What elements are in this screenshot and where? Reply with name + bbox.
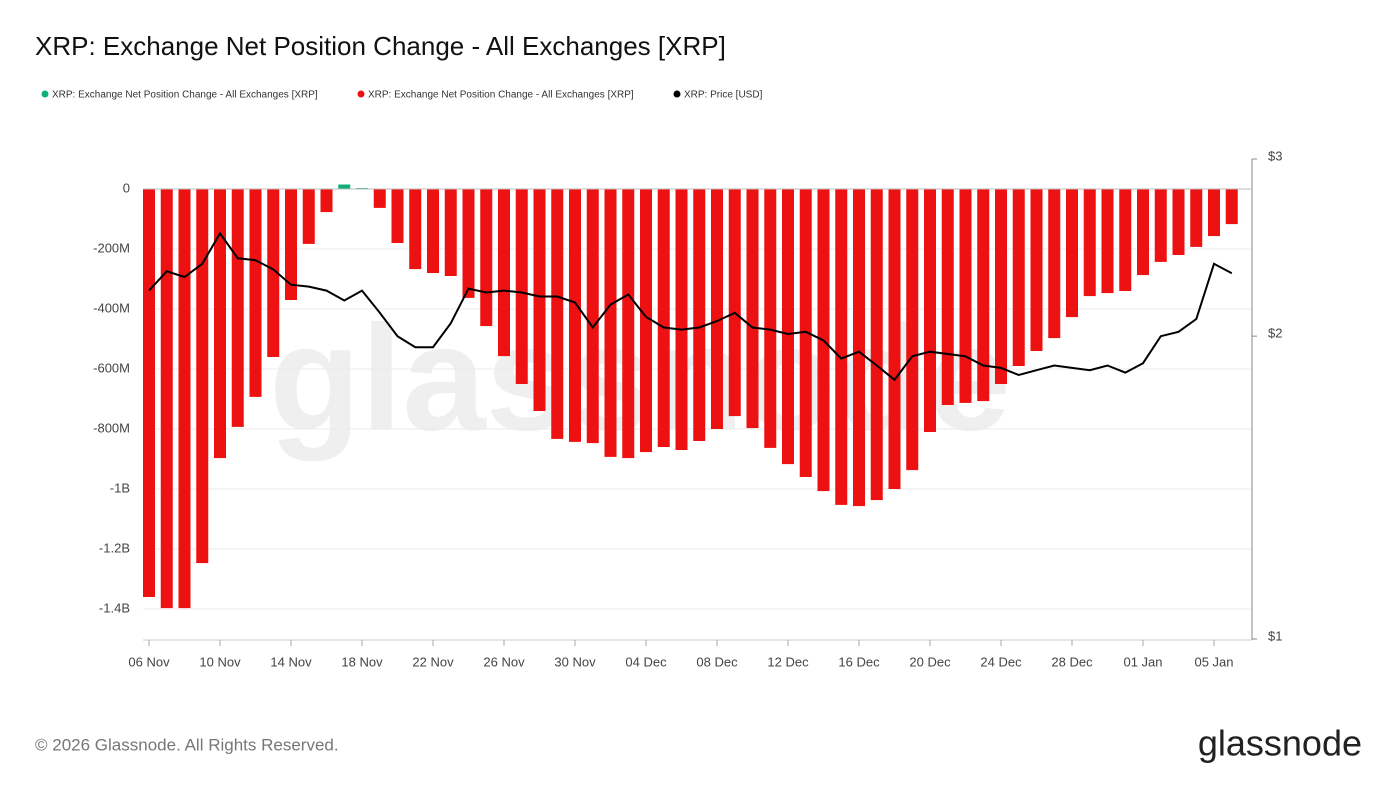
bar <box>427 189 439 273</box>
bar <box>835 189 848 505</box>
bar <box>622 189 635 459</box>
y-tick-label: -800M <box>93 420 130 435</box>
price-line <box>148 231 1233 382</box>
x-tick-label: 10 Nov <box>199 654 241 669</box>
footer: © 2026 Glassnode. All Rights Reserved. <box>35 735 339 754</box>
bar <box>338 184 351 189</box>
x-tick-label: 08 Dec <box>696 654 738 669</box>
bar <box>373 189 386 208</box>
bar <box>551 189 564 439</box>
bar <box>693 189 706 441</box>
logo: glassnode <box>1198 723 1362 764</box>
x-tick-label: 16 Dec <box>838 654 880 669</box>
y2-tick-label: $2 <box>1268 326 1282 341</box>
bar <box>1225 189 1238 225</box>
y-tick-label: -600M <box>93 360 130 375</box>
x-tick-label: 12 Dec <box>767 654 809 669</box>
bar <box>444 189 457 276</box>
x-tick-label: 26 Nov <box>483 654 525 669</box>
bar <box>462 189 475 298</box>
bar <box>711 189 723 429</box>
bar <box>231 189 244 427</box>
bar <box>480 189 493 327</box>
x-tick-label: 18 Nov <box>341 654 383 669</box>
bar <box>1083 189 1096 297</box>
bar <box>160 189 173 609</box>
bar <box>267 189 280 357</box>
bar <box>1172 189 1185 255</box>
bar <box>249 189 262 397</box>
bar <box>143 189 155 597</box>
y-tick-label: -1.2B <box>99 540 130 555</box>
bar <box>746 189 759 429</box>
bar <box>409 189 422 270</box>
y2-tick-label: $3 <box>1268 148 1282 163</box>
y-tick-label: -1B <box>110 480 130 495</box>
bar <box>1190 189 1203 247</box>
bar <box>1101 189 1114 294</box>
bar <box>675 189 688 450</box>
x-tick-label: 05 Jan <box>1194 654 1233 669</box>
bar <box>941 189 954 405</box>
bar <box>888 189 901 489</box>
y-tick-label: -400M <box>93 300 130 315</box>
bar <box>1208 189 1220 237</box>
x-tick-label: 28 Dec <box>1051 654 1093 669</box>
x-tick-label: 22 Nov <box>412 654 454 669</box>
bar <box>924 189 936 432</box>
bar <box>1066 189 1078 318</box>
x-tick-label: 14 Nov <box>270 654 312 669</box>
bar <box>320 189 333 213</box>
bar <box>853 189 865 507</box>
bar <box>1119 189 1132 291</box>
bar <box>799 189 812 477</box>
bar <box>1154 189 1167 262</box>
legend-label[interactable]: XRP: Price [USD] <box>684 90 763 101</box>
bar <box>498 189 510 357</box>
x-tick-label: 20 Dec <box>909 654 951 669</box>
y2-tick-label: $1 <box>1268 628 1282 643</box>
legend-label[interactable]: XRP: Exchange Net Position Change - All … <box>368 90 634 101</box>
bar <box>782 189 794 465</box>
bar <box>285 189 297 300</box>
legend-marker <box>41 90 49 98</box>
bar <box>302 189 315 244</box>
x-tick-label: 30 Nov <box>554 654 596 669</box>
y-tick-label: -200M <box>93 240 130 255</box>
bar <box>515 189 528 384</box>
bar <box>1137 189 1149 276</box>
bar <box>196 189 209 564</box>
chart-title: XRP: Exchange Net Position Change - All … <box>35 31 726 61</box>
bar <box>728 189 741 417</box>
bar <box>1048 189 1061 339</box>
bar <box>764 189 777 448</box>
x-tick-label: 01 Jan <box>1123 654 1162 669</box>
bar <box>604 189 617 457</box>
x-tick-label: 04 Dec <box>625 654 667 669</box>
bar <box>178 189 191 609</box>
bar <box>870 189 883 501</box>
bar <box>214 189 226 459</box>
y-tick-label: -1.4B <box>99 600 130 615</box>
bar <box>959 189 972 403</box>
legend-marker <box>357 90 365 98</box>
bar <box>977 189 990 402</box>
legend-label[interactable]: XRP: Exchange Net Position Change - All … <box>52 90 318 101</box>
legend-marker <box>673 90 681 98</box>
bar <box>569 189 581 442</box>
bar <box>586 189 599 444</box>
bar <box>1012 189 1025 366</box>
bar <box>533 189 546 411</box>
x-tick-label: 06 Nov <box>128 654 170 669</box>
bar <box>640 189 652 453</box>
bar <box>391 189 404 243</box>
bar <box>1030 189 1043 351</box>
bar <box>657 189 670 447</box>
bar <box>995 189 1007 384</box>
y-tick-label: 0 <box>123 180 130 195</box>
bar <box>906 189 919 471</box>
x-tick-label: 24 Dec <box>980 654 1022 669</box>
